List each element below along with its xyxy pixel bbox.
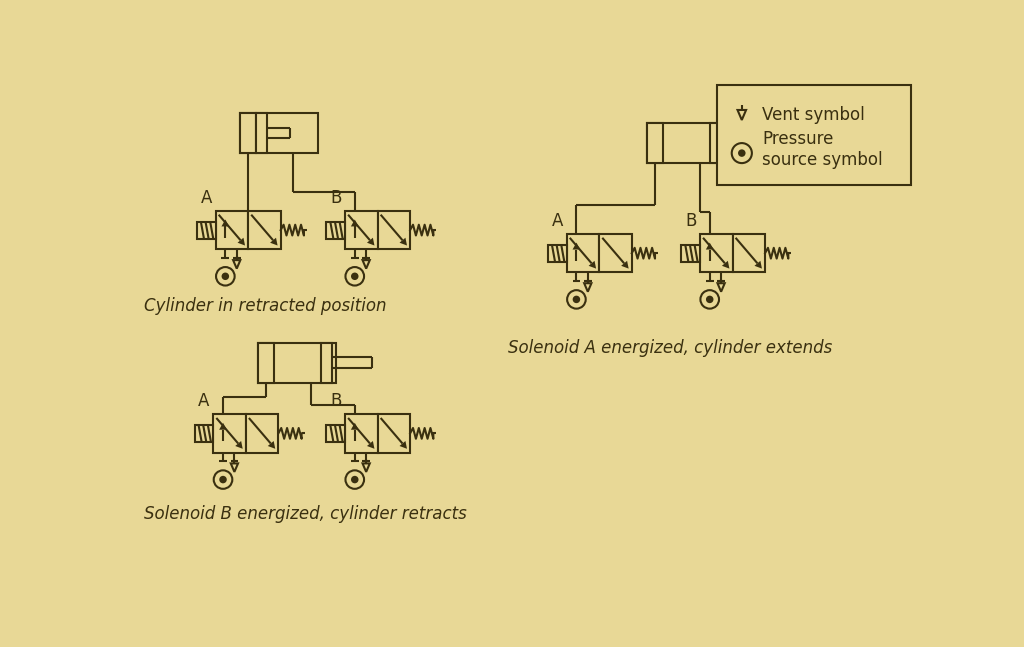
Bar [246,414,279,453]
Polygon shape [221,219,229,226]
Polygon shape [622,261,629,269]
Bar [710,123,721,163]
Polygon shape [755,261,762,269]
Polygon shape [233,260,241,269]
Text: A: A [201,189,212,207]
Circle shape [707,297,713,302]
Circle shape [739,150,744,156]
Polygon shape [706,243,714,250]
Circle shape [567,290,586,309]
Bar [700,234,732,272]
Bar [216,211,248,249]
Bar [345,211,378,249]
Bar [256,113,266,153]
Circle shape [352,274,357,279]
Bar [258,342,336,382]
Polygon shape [362,463,370,472]
Bar [241,113,256,153]
Polygon shape [399,237,407,245]
Polygon shape [268,441,275,449]
Polygon shape [270,237,278,245]
Text: Solenoid A energized, cylinder extends: Solenoid A energized, cylinder extends [508,340,831,357]
Bar [321,342,332,382]
Circle shape [573,297,580,302]
Polygon shape [399,441,407,449]
Circle shape [216,267,234,285]
Text: B: B [330,392,341,410]
Bar [327,222,345,239]
Bar [378,414,410,453]
Text: Pressure
source symbol: Pressure source symbol [762,130,883,169]
Polygon shape [351,422,358,430]
Bar [195,425,213,442]
Text: B: B [685,212,696,230]
Bar [241,113,317,153]
Polygon shape [572,243,581,250]
Text: Cylinder in retracted position: Cylinder in retracted position [143,297,386,315]
Polygon shape [367,237,375,245]
Bar [717,85,910,186]
Circle shape [345,470,365,489]
Bar [647,123,725,163]
Polygon shape [718,283,725,292]
Circle shape [220,477,225,482]
Polygon shape [722,261,729,269]
Bar [566,234,599,272]
Bar [548,245,566,261]
Polygon shape [230,463,238,472]
Text: B: B [330,189,341,207]
Bar [213,414,246,453]
Polygon shape [219,422,227,430]
Circle shape [352,477,357,482]
Circle shape [222,274,228,279]
Bar [345,414,378,453]
Polygon shape [584,283,592,292]
Polygon shape [351,219,358,226]
Bar [681,245,700,261]
Text: A: A [552,212,563,230]
Text: A: A [199,392,210,410]
Polygon shape [238,237,245,245]
Bar [258,342,273,382]
Bar [197,222,216,239]
Polygon shape [236,441,243,449]
Polygon shape [362,260,370,269]
Bar [599,234,632,272]
Polygon shape [367,441,375,449]
Circle shape [345,267,365,285]
Circle shape [214,470,232,489]
Bar [647,123,663,163]
Bar [378,211,410,249]
Bar [732,234,765,272]
Circle shape [700,290,719,309]
Polygon shape [737,110,746,120]
Bar [248,211,281,249]
Text: Vent symbol: Vent symbol [762,105,864,124]
Text: Solenoid B energized, cylinder retracts: Solenoid B energized, cylinder retracts [143,505,466,523]
Circle shape [732,143,752,163]
Bar [327,425,345,442]
Polygon shape [589,261,596,269]
